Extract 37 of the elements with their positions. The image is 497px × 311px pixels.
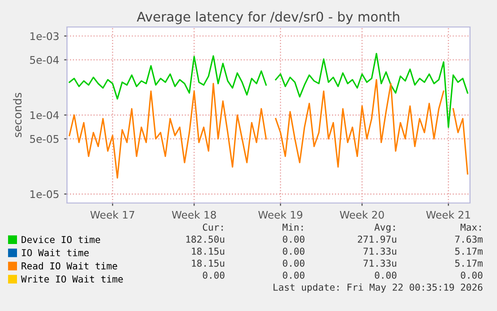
text: 0.00 xyxy=(282,272,304,279)
text: 0.00 xyxy=(282,236,304,243)
y-tick-label: 1e-05 xyxy=(30,190,58,198)
text: 18.15u xyxy=(192,248,224,255)
legend-label: Device IO time xyxy=(22,236,100,244)
text: 71.33u xyxy=(364,248,396,255)
x-tick-label: Week 18 xyxy=(172,210,216,219)
legend-label: IO Wait time xyxy=(22,248,89,256)
text: Min: xyxy=(282,223,303,231)
y-axis-title: seconds xyxy=(13,92,22,138)
x-tick-label: Week 17 xyxy=(90,210,134,219)
legend-label: Read IO Wait time xyxy=(22,262,118,270)
y-tick-label: 1e-03 xyxy=(30,32,59,40)
y-tick-label: 1e-04 xyxy=(30,111,59,120)
x-tick-label: Week 21 xyxy=(426,210,470,219)
text: 5.17m xyxy=(455,248,483,255)
text: 0.00 xyxy=(374,272,396,279)
text: Cur: xyxy=(202,224,223,231)
x-tick-label: Week 20 xyxy=(340,210,384,219)
x-tick-label: Week 19 xyxy=(258,210,302,219)
text: 5.17m xyxy=(455,260,483,267)
chart-title: Average latency for /dev/sr0 - by month xyxy=(136,11,400,24)
text: 7.63m xyxy=(455,236,483,243)
text: 182.50u xyxy=(186,236,224,243)
text: 271.97u xyxy=(358,236,396,243)
legend-label: Write IO Wait time xyxy=(21,275,123,283)
text: 0.00 xyxy=(282,260,304,267)
text: Max: xyxy=(460,224,481,231)
text: Last update: Fri May 22 00:35:19 2026 xyxy=(274,283,482,293)
text: Avg: xyxy=(374,224,395,233)
y-tick-label: 5e-05 xyxy=(30,135,58,143)
text: 0.00 xyxy=(202,272,224,279)
text: 0.00 xyxy=(460,272,482,279)
text: 18.15u xyxy=(192,260,224,267)
text: 0.00 xyxy=(282,248,304,255)
text: 71.33u xyxy=(364,260,396,267)
y-tick-label: 5e-04 xyxy=(30,56,59,64)
